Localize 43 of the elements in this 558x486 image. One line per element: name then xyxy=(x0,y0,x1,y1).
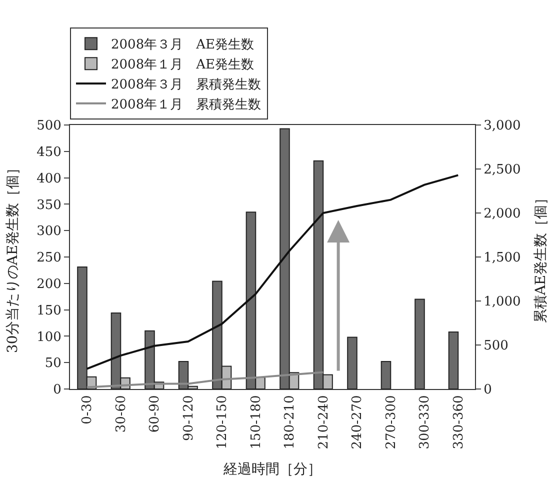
y2-tick-label: 1,500 xyxy=(484,250,521,266)
y-tick-label: 200 xyxy=(36,276,62,292)
y2-tick-label: 500 xyxy=(484,338,508,354)
x-tick-label: 90-120 xyxy=(181,395,196,441)
x-tick-label: 300-330 xyxy=(418,395,433,450)
legend-label: 2008年１月 AE発生数 xyxy=(111,58,254,73)
x-axis-title: 経過時間［分］ xyxy=(222,462,322,478)
y-tick-label: 300 xyxy=(36,224,62,240)
x-tick-label: 270-300 xyxy=(384,395,399,450)
x-tick-label: 330-360 xyxy=(451,395,466,450)
y-tick-label: 150 xyxy=(36,303,62,318)
line-series xyxy=(86,371,324,388)
y2-tick-label: 0 xyxy=(484,382,492,398)
legend-label: 2008年３月 AE発生数 xyxy=(111,38,254,53)
x-tick-label: 180-210 xyxy=(282,395,298,450)
x-tick-label: 210-240 xyxy=(316,395,332,450)
x-tick-label: 240-270 xyxy=(350,395,366,450)
y-tick-label: 350 xyxy=(36,198,62,213)
bar xyxy=(414,298,425,389)
bar xyxy=(347,336,358,389)
bar xyxy=(448,331,459,389)
legend-label: 2008年１月 累積発生数 xyxy=(111,97,262,112)
y-axis-title: 30分当たりのAE発生数［個］ xyxy=(5,160,22,354)
bar xyxy=(380,361,392,389)
x-tick-label: 60-90 xyxy=(148,395,163,433)
legend-label: 2008年３月 累積発生数 xyxy=(111,78,262,93)
y-tick-label: 500 xyxy=(36,118,62,134)
y-tick-label: 450 xyxy=(36,144,62,160)
x-tick-label: 150-180 xyxy=(248,395,264,450)
x-tick-label: 0-30 xyxy=(80,395,96,424)
y-tick-label: 0 xyxy=(53,382,62,398)
y2-tick-label: 3,000 xyxy=(484,118,521,134)
y-tick-label: 400 xyxy=(36,171,62,186)
x-tick-label: 120-150 xyxy=(215,395,230,450)
y-tick-label: 250 xyxy=(36,250,62,266)
y2-axis-title: 累積AE発生数［個］ xyxy=(533,190,550,324)
line-series xyxy=(86,174,460,370)
y2-tick-label: 2,500 xyxy=(484,162,521,178)
x-tick-label: 30-60 xyxy=(114,395,129,433)
y2-tick-label: 2,000 xyxy=(484,206,521,222)
y-tick-label: 50 xyxy=(44,356,62,372)
y2-tick-label: 1,000 xyxy=(484,294,521,310)
y-tick-label: 100 xyxy=(36,330,62,345)
